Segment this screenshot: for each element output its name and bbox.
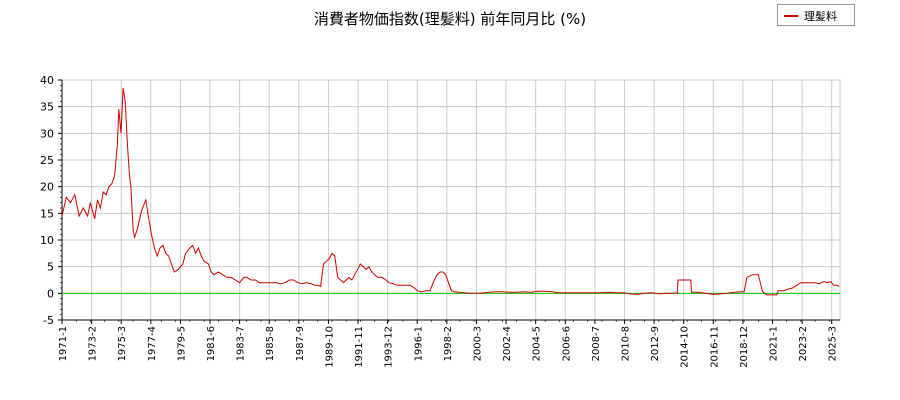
legend: 理髪料 <box>777 4 855 26</box>
y-tick-label: 10 <box>40 234 54 247</box>
x-tick-label: 1979-5 <box>176 326 187 361</box>
x-tick-label: 1981-6 <box>206 326 217 361</box>
x-tick-label: 2025-3 <box>828 326 839 361</box>
x-tick-label: 1991-11 <box>354 326 365 368</box>
x-tick-label: 1971-1 <box>58 326 69 361</box>
x-tick-label: 2016-11 <box>709 326 720 368</box>
y-tick-label: 20 <box>40 181 54 194</box>
legend-swatch <box>784 15 798 17</box>
x-tick-label: 2006-6 <box>561 326 572 361</box>
x-tick-label: 2010-8 <box>620 326 631 361</box>
y-tick-label: 35 <box>40 101 54 114</box>
y-tick-label: -5 <box>43 314 54 327</box>
x-tick-label: 2000-3 <box>472 326 483 361</box>
x-tick-label: 2004-5 <box>532 326 543 361</box>
chart-title: 消費者物価指数(理髪料) 前年同月比 (%) <box>313 10 587 28</box>
y-tick-label: 5 <box>47 261 54 274</box>
x-tick-label: 2014-10 <box>680 326 691 368</box>
y-tick-label: 40 <box>40 74 54 87</box>
x-tick-label: 1973-2 <box>88 326 99 361</box>
x-tick-label: 1975-3 <box>117 326 128 361</box>
x-tick-label: 1989-10 <box>324 326 335 368</box>
x-tick-label: 2012-9 <box>650 326 661 361</box>
plot-frame <box>61 79 841 321</box>
legend-label: 理髪料 <box>804 10 837 23</box>
y-tick-label: 15 <box>40 207 54 220</box>
y-tick-label: 0 <box>47 287 54 300</box>
series-line <box>61 87 840 296</box>
x-tick-label: 1977-4 <box>147 326 158 361</box>
x-tick-label: 1987-9 <box>295 326 306 361</box>
x-tick-label: 1996-1 <box>413 326 424 361</box>
x-tick-label: 2018-12 <box>739 326 750 368</box>
y-tick-label: 30 <box>40 127 54 140</box>
y-tick-label: 25 <box>40 154 54 167</box>
x-tick-label: 1998-2 <box>443 326 454 361</box>
x-tick-label: 1993-12 <box>384 326 395 368</box>
x-tick-label: 2008-7 <box>591 326 602 361</box>
x-tick-label: 2021-1 <box>769 326 780 361</box>
x-tick-label: 1985-8 <box>265 326 276 361</box>
x-tick-label: 2023-2 <box>798 326 809 361</box>
x-tick-label: 2002-4 <box>502 326 513 361</box>
x-tick-label: 1983-7 <box>236 326 247 361</box>
